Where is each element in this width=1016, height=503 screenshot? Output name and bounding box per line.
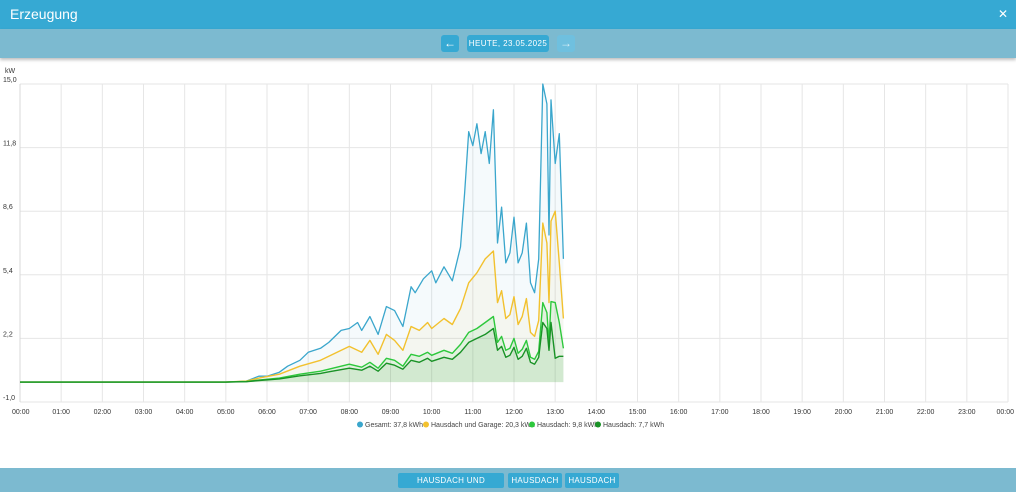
title-bar: Erzeugung ✕ — [0, 0, 1016, 29]
series-line-3 — [20, 321, 564, 383]
x-tick-label: 20:00 — [835, 409, 853, 416]
y-tick-label: 5,4 — [3, 268, 13, 275]
x-tick-label: 11:00 — [464, 409, 481, 416]
x-tick-label: 07:00 — [299, 409, 317, 416]
y-tick-label: 11,8 — [3, 141, 16, 148]
legend-entry-3: Hausdach: 7,7 kWh — [603, 422, 664, 429]
legend-entry-1: Hausdach und Garage: 20,3 kWh — [431, 422, 535, 429]
tab-hausdach-1[interactable]: HAUSDACH — [508, 473, 562, 488]
series-area-0 — [20, 84, 564, 383]
y-tick-label: 2,2 — [3, 331, 13, 338]
x-tick-label: 01:00 — [52, 409, 70, 416]
date-navigation-bar: ← HEUTE, 23.05.2025 → — [0, 29, 1016, 58]
series-line-2 — [20, 300, 565, 383]
production-chart: kW 15,0 11,8 8,6 5,4 2,2 -1,0 00:00 01:00 02:00 03… — [3, 68, 1014, 429]
x-tick-label: 04:00 — [176, 409, 194, 416]
x-tick-label: 13:00 — [546, 409, 564, 416]
x-tick-label: 12:00 — [505, 409, 523, 416]
y-tick-label: -1,0 — [3, 395, 15, 402]
x-tick-label: 15:00 — [629, 409, 647, 416]
legend-entry-2: Hausdach: 9,8 kWh — [537, 422, 598, 429]
x-tick-label: 18:00 — [752, 409, 770, 416]
x-tick-label: 08:00 — [341, 409, 359, 416]
x-tick-label: 17:00 — [711, 409, 729, 416]
x-tick-label: 02:00 — [94, 409, 112, 416]
y-tick-label: 8,6 — [3, 204, 13, 211]
x-tick-label: 05:00 — [217, 409, 235, 416]
x-tick-label: 16:00 — [670, 409, 688, 416]
previous-day-button[interactable]: ← — [441, 35, 459, 52]
arrow-right-icon: → — [560, 36, 572, 50]
tab-hausdach-2[interactable]: HAUSDACH — [565, 473, 619, 488]
series-area-2 — [20, 301, 564, 383]
tab-hausdach-und-garage[interactable]: HAUSDACH UND GARAGE — [398, 473, 504, 500]
close-icon[interactable]: ✕ — [997, 7, 1008, 21]
x-tick-label: 03:00 — [135, 409, 153, 416]
series-line-0 — [20, 83, 565, 383]
legend-marker-2 — [529, 421, 535, 428]
x-tick-label: 21:00 — [876, 409, 894, 416]
x-tick-label: 00:00 — [12, 409, 30, 416]
x-tick-label: 00:00 — [996, 409, 1014, 416]
legend-marker-3 — [595, 421, 601, 428]
x-tick-label: 09:00 — [382, 409, 400, 416]
legend-marker-1 — [423, 421, 429, 428]
x-tick-label: 10:00 — [423, 409, 441, 416]
arrow-left-icon: ← — [444, 36, 456, 50]
x-tick-label: 23:00 — [958, 409, 976, 416]
date-button[interactable]: HEUTE, 23.05.2025 — [467, 35, 549, 52]
y-axis-label: kW — [5, 68, 16, 75]
x-tick-label: 19:00 — [793, 409, 811, 416]
series-area-3 — [20, 322, 564, 383]
series-area-1 — [20, 211, 564, 383]
next-day-button[interactable]: → — [557, 35, 575, 52]
x-tick-label: 14:00 — [588, 409, 606, 416]
x-tick-label: 06:00 — [258, 409, 276, 416]
legend-entry-0: Gesamt: 37,8 kWh — [365, 422, 423, 429]
legend-marker-0 — [357, 421, 363, 428]
y-tick-label: 15,0 — [3, 77, 17, 84]
x-tick-label: 22:00 — [917, 409, 935, 416]
series-line-1 — [20, 210, 565, 383]
source-tab-bar: HAUSDACH UND GARAGE HAUSDACH HAUSDACH — [0, 468, 1016, 500]
window-title: Erzeugung — [10, 6, 78, 22]
